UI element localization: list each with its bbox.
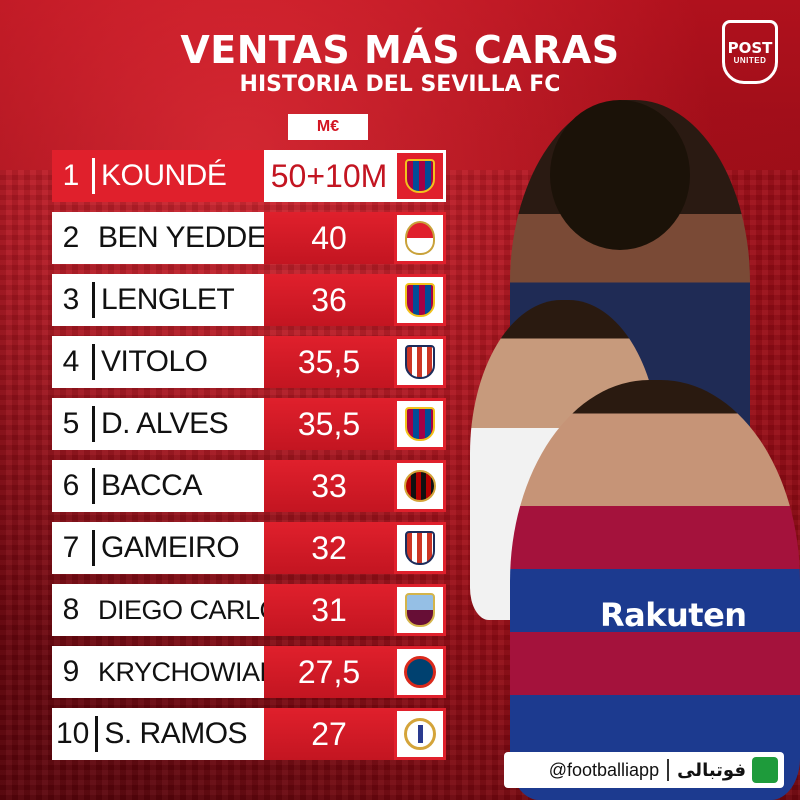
transfer-value: 33 <box>264 460 394 512</box>
rank-number: 4 <box>62 345 80 378</box>
rank-number: 1 <box>62 159 80 192</box>
rank-number: 3 <box>62 283 80 316</box>
barcelona-crest-icon <box>405 283 435 317</box>
real-madrid-crest-icon <box>404 718 436 750</box>
unit-label: M€ <box>288 114 368 140</box>
separator <box>92 282 95 318</box>
player-name: VITOLO <box>101 345 208 378</box>
psg-crest-icon <box>404 656 436 688</box>
player-name: BEN YEDDER <box>98 221 288 254</box>
player-name-box: 9 KRYCHOWIAK <box>52 646 278 698</box>
club-badge <box>394 708 446 760</box>
player-name: D. ALVES <box>101 407 229 440</box>
rank-number: 2 <box>62 221 80 254</box>
player-name-box: 6 BACCA <box>52 460 264 512</box>
player-name-box: 7 GAMEIRO <box>52 522 264 574</box>
transfer-value: 36 <box>264 274 394 326</box>
club-badge <box>394 336 446 388</box>
separator <box>92 468 95 504</box>
ac-milan-crest-icon <box>404 470 436 502</box>
page-title: VENTAS MÁS CARAS <box>180 28 620 72</box>
separator <box>92 158 95 194</box>
player-name-box: 8 DIEGO CARLOS <box>52 584 298 636</box>
player-lenglet-figure <box>510 380 800 800</box>
atletico-madrid-crest-icon <box>405 345 435 379</box>
footer-divider <box>667 759 670 781</box>
separator <box>92 530 95 566</box>
separator <box>95 716 99 752</box>
club-badge <box>394 150 446 202</box>
club-badge <box>394 646 446 698</box>
club-badge <box>394 274 446 326</box>
footer-credit: @footballiapp فوتبالی <box>504 752 784 788</box>
player-name: KRYCHOWIAK <box>98 656 278 687</box>
separator <box>92 406 95 442</box>
rank-number: 7 <box>62 531 80 564</box>
club-badge <box>394 522 446 574</box>
logo-line1: POST <box>727 38 773 57</box>
barcelona-crest-icon <box>405 407 435 441</box>
transfer-value: 32 <box>264 522 394 574</box>
page-subtitle: HISTORIA DEL SEVILLA FC <box>239 72 561 97</box>
rank-number: 10 <box>56 717 90 750</box>
player-name: KOUNDÉ <box>101 159 227 192</box>
barcelona-crest-icon <box>405 159 435 193</box>
footer-brand: فوتبالی <box>677 759 746 781</box>
transfer-value: 35,5 <box>264 336 394 388</box>
monaco-crest-icon <box>405 221 435 255</box>
aston-villa-crest-icon <box>405 593 435 627</box>
shirt-sponsor: Rakuten <box>600 596 747 634</box>
transfer-value: 27 <box>264 708 394 760</box>
transfer-value: 31 <box>264 584 394 636</box>
logo-line2: UNITED <box>733 55 767 65</box>
transfer-value: 40 <box>264 212 394 264</box>
player-name: GAMEIRO <box>101 531 240 564</box>
separator <box>92 344 95 380</box>
rank-number: 8 <box>62 593 80 626</box>
player-kounde-hair <box>550 100 690 250</box>
club-badge <box>394 584 446 636</box>
player-name: BACCA <box>101 469 202 502</box>
transfer-value: 27,5 <box>264 646 394 698</box>
transfer-value: 50+10M <box>264 150 394 202</box>
transfer-value: 35,5 <box>264 398 394 450</box>
player-name-box: 4 VITOLO <box>52 336 264 388</box>
club-badge <box>394 398 446 450</box>
rank-number: 5 <box>62 407 80 440</box>
player-name-box: 1 KOUNDÉ <box>52 150 264 202</box>
players-photo <box>470 100 800 800</box>
player-name: S. RAMOS <box>104 717 248 750</box>
rank-number: 6 <box>62 469 80 502</box>
player-name-box: 2 BEN YEDDER <box>52 212 288 264</box>
rank-number: 9 <box>62 655 80 688</box>
social-handle: @footballiapp <box>548 759 660 780</box>
player-name-box: 3 LENGLET <box>52 274 264 326</box>
player-name-box: 10 S. RAMOS <box>52 708 264 760</box>
club-badge <box>394 460 446 512</box>
footballi-app-icon <box>752 757 778 783</box>
player-name-box: 5 D. ALVES <box>52 398 264 450</box>
atletico-madrid-crest-icon <box>405 531 435 565</box>
player-name: LENGLET <box>101 283 235 316</box>
post-united-logo: POST UNITED <box>722 20 778 84</box>
club-badge <box>394 212 446 264</box>
